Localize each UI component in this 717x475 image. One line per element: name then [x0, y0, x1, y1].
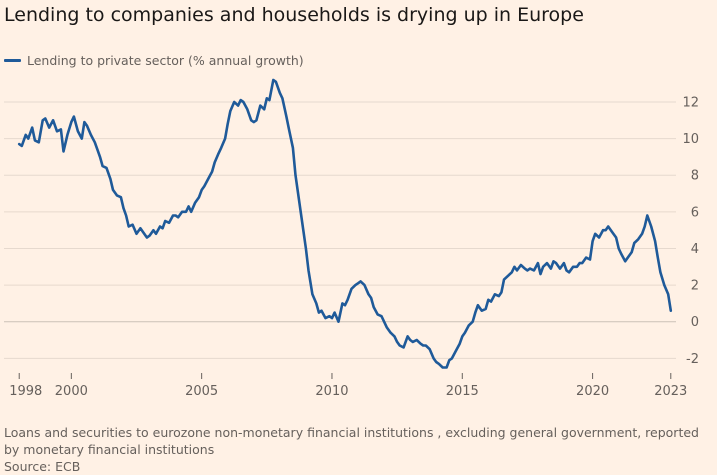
- y-tick-label: 10: [682, 132, 699, 147]
- y-tick-label: 4: [691, 242, 699, 257]
- x-tick-label: 1998: [9, 384, 42, 399]
- y-axis-tick-labels: -2 0 2 4 6 8 10 12: [682, 95, 699, 366]
- chart-title: Lending to companies and households is d…: [4, 4, 584, 26]
- footnote-source: Source: ECB: [4, 459, 81, 474]
- x-tick-label: 2023: [654, 384, 687, 399]
- x-tick-label: 2005: [185, 384, 218, 399]
- y-tick-label: 12: [682, 95, 699, 110]
- x-tick-label: 2015: [446, 384, 479, 399]
- x-tick-label: 2020: [576, 384, 609, 399]
- x-axis-tick-labels: 1998 2000 2005 2010 2015 2020 2023: [9, 373, 687, 399]
- x-tick-label: 2010: [315, 384, 348, 399]
- legend-swatch: [4, 59, 21, 62]
- line-chart: -2 0 2 4 6 8 10 12 1998 2000 2005 2010 2015 2020 2023: [4, 78, 699, 399]
- y-tick-label: 2: [691, 279, 699, 294]
- y-tick-label: 0: [691, 315, 699, 330]
- y-tick-label: 8: [691, 169, 699, 184]
- series-layer: [17, 78, 673, 369]
- gridlines: [4, 101, 676, 359]
- y-tick-label: -2: [686, 352, 699, 367]
- legend-label: Lending to private sector (% annual grow…: [27, 53, 304, 68]
- legend: Lending to private sector (% annual grow…: [4, 53, 304, 68]
- y-tick-label: 6: [691, 205, 699, 220]
- x-tick-label: 2000: [55, 384, 88, 399]
- footnote-note: Loans and securities to eurozone non-mon…: [4, 425, 699, 457]
- series-line-lending-private-sector: [17, 78, 673, 369]
- footnote: Loans and securities to eurozone non-mon…: [4, 424, 704, 475]
